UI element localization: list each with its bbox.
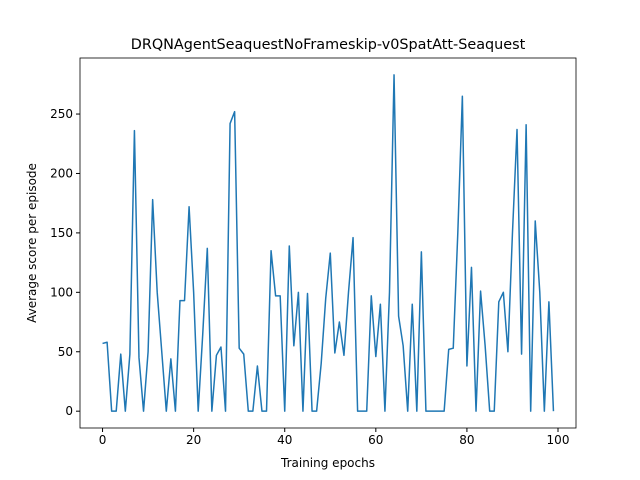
line (102, 74, 555, 412)
y-tick-label: 200 (50, 166, 73, 180)
x-axis-label: Training epochs (280, 456, 375, 470)
y-tick-label: 0 (65, 404, 73, 418)
x-tick-label: 80 (459, 433, 474, 447)
x-tick-label: 20 (186, 433, 201, 447)
y-tick-label: 100 (50, 285, 73, 299)
chart-title: DRQNAgentSeaquestNoFrameskip-v0SpatAtt-S… (131, 37, 526, 53)
axes-frame (79, 57, 577, 429)
y-tick-label: 50 (58, 345, 73, 359)
x-tick-label: 60 (368, 433, 383, 447)
x-tick-label: 0 (99, 433, 107, 447)
x-tick-label: 40 (277, 433, 292, 447)
y-tick-label: 250 (50, 107, 73, 121)
y-tick-label: 150 (50, 226, 73, 240)
y-axis-label: Average score per episode (25, 163, 39, 323)
x-tick-label: 100 (547, 433, 570, 447)
